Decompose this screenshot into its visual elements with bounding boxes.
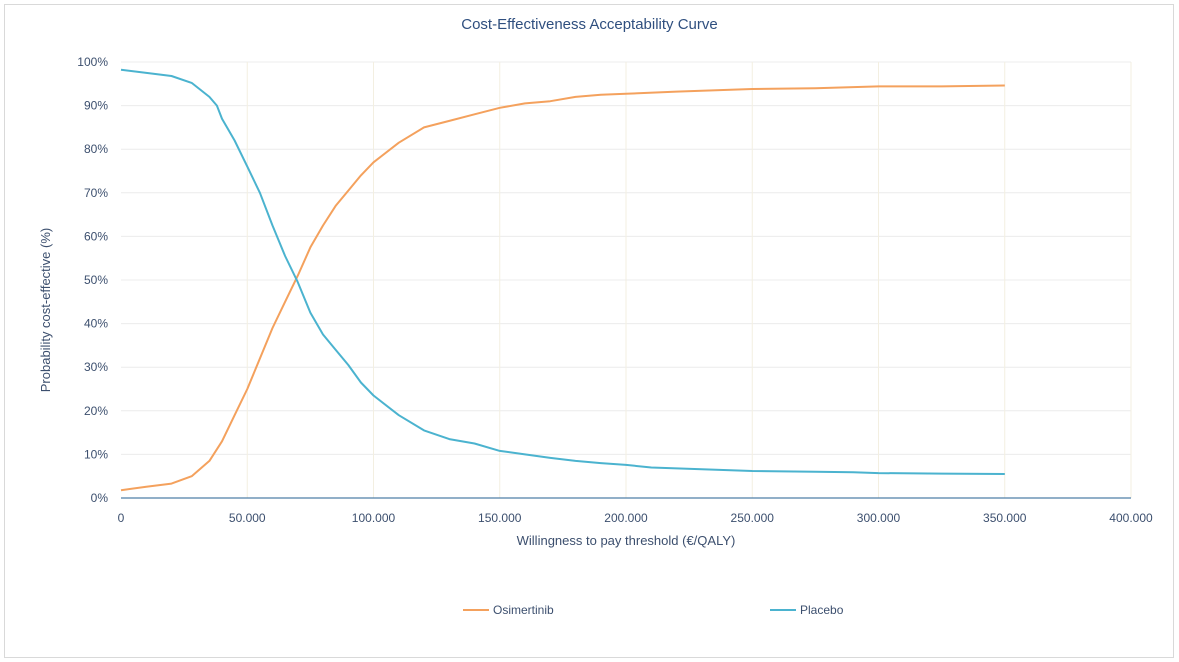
- y-tick-label: 40%: [84, 317, 108, 331]
- y-tick-label: 0%: [91, 491, 109, 505]
- x-tick-label: 400.000: [1109, 511, 1153, 525]
- y-tick-label: 100%: [77, 55, 108, 69]
- legend: Osimertinib Placebo: [463, 603, 844, 617]
- y-axis-title: Probability cost-effective (%): [38, 228, 53, 393]
- x-tick-label: 300.000: [857, 511, 901, 525]
- y-tick-label: 10%: [84, 447, 108, 461]
- x-tick-label: 200.000: [604, 511, 648, 525]
- y-tick-label: 70%: [84, 186, 108, 200]
- x-tick-label: 100.000: [352, 511, 396, 525]
- chart-title: Cost-Effectiveness Acceptability Curve: [461, 16, 718, 33]
- x-tick-label: 350.000: [983, 511, 1027, 525]
- legend-item-osimertinib: Osimertinib: [463, 603, 554, 617]
- x-axis-title: Willingness to pay threshold (€/QALY): [517, 533, 736, 548]
- legend-label: Placebo: [800, 603, 844, 617]
- series-lines: [120, 68, 1005, 492]
- y-tick-label: 20%: [84, 404, 108, 418]
- series-line-osimertinib: [120, 84, 1005, 492]
- legend-item-placebo: Placebo: [770, 603, 844, 617]
- y-tick-label: 90%: [84, 99, 108, 113]
- y-tick-label: 60%: [84, 229, 108, 243]
- x-tick-label: 250.000: [731, 511, 775, 525]
- x-tick-label: 150.000: [478, 511, 522, 525]
- y-tick-label: 80%: [84, 142, 108, 156]
- tick-labels: 0% 10% 20% 30% 40% 50% 60% 70% 80% 90% 100% 0 50.000…: [77, 55, 1153, 525]
- x-tick-label: 50.000: [229, 511, 266, 525]
- series-line-placebo: [120, 68, 1005, 475]
- grid-lines: [121, 61, 1132, 498]
- x-tick-label: 0: [118, 511, 125, 525]
- y-tick-label: 30%: [84, 360, 108, 374]
- legend-label: Osimertinib: [493, 603, 554, 617]
- chart-frame: [4, 4, 1174, 658]
- y-tick-label: 50%: [84, 273, 108, 287]
